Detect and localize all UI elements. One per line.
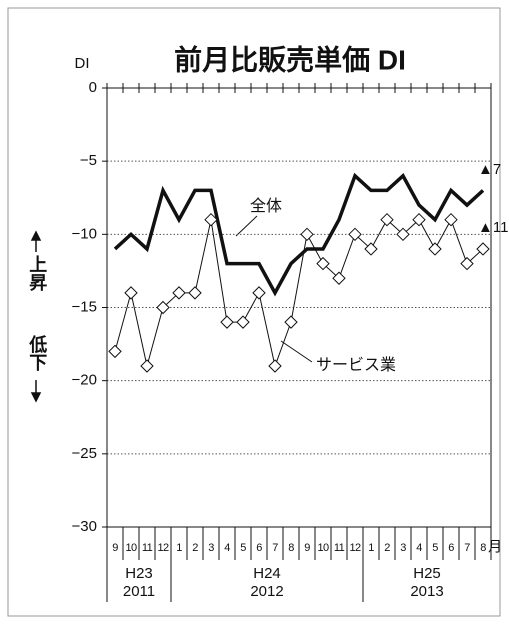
y-tick-label: −5	[80, 152, 97, 169]
y-axis-label: DI	[75, 55, 90, 72]
series-line	[114, 218, 484, 368]
x-tick-label: 6	[448, 542, 454, 554]
x-tick-label: 1	[368, 542, 374, 554]
x-tick-label: 2	[384, 542, 390, 554]
y-side-down: 低下	[27, 334, 48, 372]
year-label: 2012	[250, 583, 283, 600]
marker	[156, 300, 170, 315]
year-label: 2013	[410, 583, 443, 600]
marker	[268, 359, 282, 373]
marker	[348, 227, 362, 242]
x-tick-label: 9	[304, 542, 310, 554]
x-unit: 月	[488, 539, 502, 555]
x-tick-label: 11	[334, 542, 345, 554]
marker	[476, 242, 490, 256]
marker	[236, 315, 250, 329]
marker	[172, 286, 186, 300]
x-tick-label: 10	[317, 542, 329, 554]
x-tick-label: 11	[142, 542, 153, 554]
x-tick-label: 8	[480, 542, 486, 554]
side-arrows	[30, 230, 42, 403]
x-tick-label: 10	[125, 542, 137, 554]
marker	[396, 227, 410, 242]
marker	[220, 315, 234, 329]
x-tick-label: 4	[224, 542, 230, 554]
series-label: 全体	[250, 197, 282, 215]
marker	[316, 256, 330, 271]
series-line	[113, 172, 485, 297]
x-tick-label: 7	[272, 542, 278, 554]
x-tick-label: 5	[240, 542, 246, 554]
y-tick-label: −15	[72, 298, 97, 315]
marker	[380, 212, 394, 227]
year-label: 2011	[123, 583, 155, 600]
x-tick-label: 3	[400, 542, 406, 554]
year-era: H24	[253, 565, 281, 582]
x-tick-label: 6	[256, 542, 262, 554]
y-tick-label: −20	[72, 372, 97, 389]
x-tick-label: 12	[157, 542, 169, 554]
x-tick-label: 3	[208, 542, 214, 554]
marker	[204, 212, 218, 227]
marker	[428, 242, 442, 256]
annotation: ▲11	[478, 219, 508, 236]
marker	[444, 212, 458, 227]
marker	[140, 359, 154, 373]
year-era: H23	[125, 565, 153, 582]
x-tick-label: 1	[176, 542, 182, 554]
marker	[364, 242, 378, 256]
annotation: ▲7	[478, 161, 501, 178]
marker	[284, 315, 298, 329]
series-label: サービス業	[316, 356, 396, 374]
x-tick-label: 8	[288, 542, 294, 554]
y-tick-label: −10	[72, 225, 97, 242]
x-tick-label: 9	[112, 542, 118, 554]
x-tick-label: 2	[192, 542, 198, 554]
x-tick-label: 4	[416, 542, 422, 554]
x-tick-label: 5	[432, 542, 438, 554]
marker	[124, 286, 138, 300]
chart-title: 前月比販売単価 DI	[174, 43, 406, 75]
y-tick-label: −30	[72, 518, 97, 535]
leader-line	[280, 340, 313, 363]
x-tick-label: 7	[464, 542, 470, 554]
marker	[412, 212, 426, 227]
x-tick-label: 12	[349, 542, 361, 554]
marker	[332, 271, 346, 285]
marker	[252, 286, 266, 300]
marker	[300, 227, 314, 242]
marker	[188, 286, 202, 300]
leader-line	[235, 215, 258, 237]
y-tick-label: −25	[72, 445, 97, 462]
y-tick-label: 0	[89, 79, 97, 96]
year-era: H25	[413, 565, 441, 582]
marker	[460, 256, 474, 271]
marker	[108, 344, 122, 359]
y-side-up: 上昇	[27, 255, 47, 292]
frame	[7, 7, 501, 617]
